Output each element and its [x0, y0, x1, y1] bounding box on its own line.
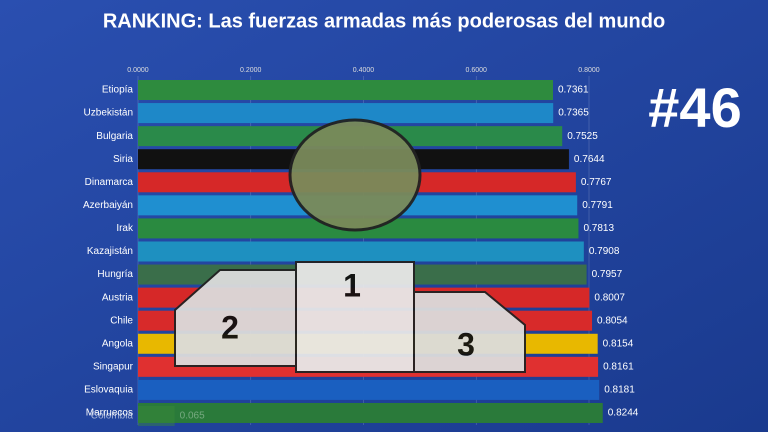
value-label: 0.7791	[582, 200, 613, 211]
value-label: 0.8154	[603, 338, 634, 349]
y-tick-label: Eslovaquia	[84, 385, 133, 396]
bar	[138, 379, 600, 400]
podium: 1 2 3	[174, 118, 526, 373]
y-tick-label: Uzbekistán	[84, 108, 133, 119]
y-tick-label: Irak	[116, 223, 134, 234]
value-label: 0.7365	[558, 108, 589, 119]
value-label: 0.7361	[558, 85, 589, 96]
chart-title: RANKING: Las fuerzas armadas más poderos…	[103, 10, 665, 32]
x-tick-label: 0.8000	[578, 67, 600, 74]
y-tick-label: Austria	[102, 292, 134, 303]
value-label: 0.7644	[574, 154, 605, 165]
y-tick-label: Chile	[110, 315, 133, 326]
y-tick-label: Etiopía	[102, 85, 134, 96]
y-tick-label: Colombia	[91, 411, 134, 422]
podium-3	[413, 291, 526, 373]
y-tick-label: Marruecos	[86, 408, 133, 419]
value-label: 0.7957	[592, 269, 623, 280]
value-label: 0.7908	[589, 246, 620, 257]
x-tick-label: 0.6000	[466, 67, 488, 74]
bar	[138, 103, 554, 124]
podium-2	[174, 269, 297, 367]
value-label: 0.7525	[567, 131, 598, 142]
y-tick-label: Bulgaria	[96, 131, 133, 142]
bar	[138, 80, 553, 100]
podium-label: 1	[343, 267, 361, 303]
value-label: 0.8007	[594, 292, 625, 303]
helmet	[288, 118, 422, 232]
y-tick-label: Dinamarca	[85, 177, 134, 188]
x-tick-label: 0.4000	[353, 67, 375, 74]
value-label: 0.7767	[581, 177, 612, 188]
podium-label: 3	[457, 326, 475, 362]
y-tick-label: Siria	[113, 154, 133, 165]
value-label: 0.065	[180, 411, 205, 422]
value-label: 0.8181	[604, 385, 635, 396]
x-tick-label: 0.0000	[127, 67, 149, 74]
y-tick-label: Hungría	[97, 269, 133, 280]
value-label: 0.8054	[597, 315, 628, 326]
y-tick-label: Kazajistán	[87, 246, 133, 257]
bar	[138, 402, 603, 423]
value-label: 0.7813	[583, 223, 614, 234]
annotation: #46	[648, 76, 741, 139]
value-label: 0.8161	[603, 361, 634, 372]
y-tick-label: Angola	[102, 338, 134, 349]
x-tick-label: 0.2000	[240, 67, 262, 74]
bar	[138, 241, 584, 262]
value-label: 0.8244	[608, 408, 639, 419]
bar	[138, 405, 175, 426]
podium-label: 2	[221, 309, 239, 345]
y-tick-label: Azerbaiyán	[83, 200, 133, 211]
y-tick-label: Singapur	[93, 361, 134, 372]
